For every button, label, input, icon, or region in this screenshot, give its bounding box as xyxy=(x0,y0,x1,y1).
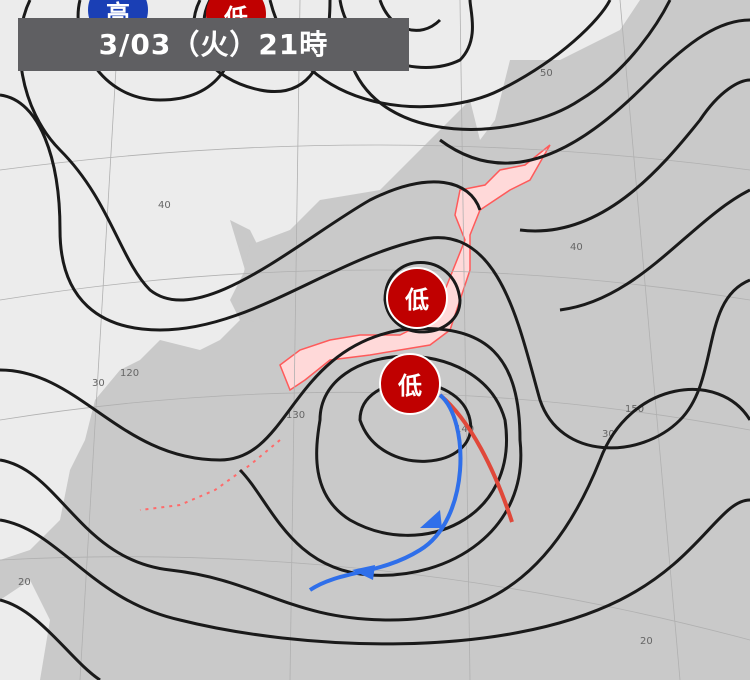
japan-landmass xyxy=(279,144,551,392)
asia-landmass xyxy=(0,0,640,560)
lat-label: 30 xyxy=(92,378,105,389)
low-pressure-symbol: 低 xyxy=(379,353,441,415)
lat-label: 40 xyxy=(570,242,583,253)
taiwan-island xyxy=(0,580,50,680)
lat-label: 50 xyxy=(540,68,553,79)
lat-label: 20 xyxy=(640,636,653,647)
svg-text:低: 低 xyxy=(404,286,429,314)
low-pressure-symbol: 低 xyxy=(386,267,448,329)
svg-text:低: 低 xyxy=(397,372,422,400)
lat-label: 40 xyxy=(158,200,171,211)
cold-front-triangle xyxy=(352,565,375,580)
sakhalin-kamchatka xyxy=(470,20,510,140)
cold-front xyxy=(308,393,463,592)
lat-label: 30 xyxy=(602,429,615,440)
cold-front-triangle xyxy=(420,510,442,528)
lat-label: 20 xyxy=(18,577,31,588)
lon-label: 130 xyxy=(286,410,305,421)
lon-label: 120 xyxy=(120,368,139,379)
forecast-time-title: 3/03（火）21時 xyxy=(18,18,409,71)
korea-peninsula xyxy=(240,230,300,330)
lon-label: 140 xyxy=(455,424,474,435)
ryukyu-islands xyxy=(139,439,281,511)
